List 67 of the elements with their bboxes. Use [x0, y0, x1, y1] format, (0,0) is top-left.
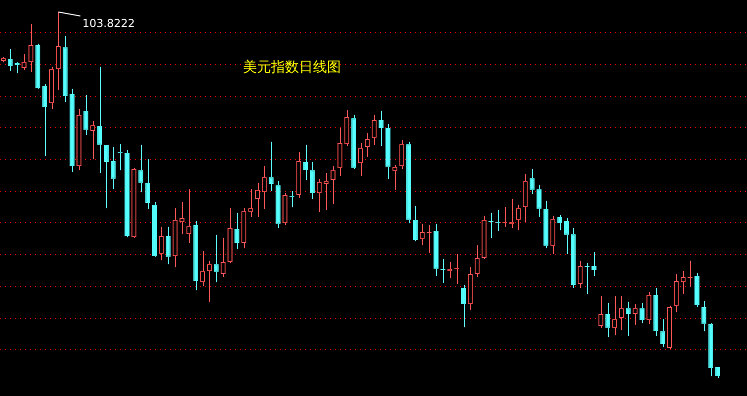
candlestick — [598, 296, 604, 328]
candlestick — [200, 250, 206, 287]
candlestick — [522, 174, 528, 223]
candlestick — [316, 178, 322, 212]
candlestick — [392, 164, 398, 190]
candlestick — [605, 302, 610, 338]
candlestick — [618, 296, 624, 331]
candlestick — [674, 274, 679, 313]
candlestick — [83, 94, 88, 136]
candlestick — [536, 184, 542, 218]
candlestick — [482, 215, 487, 260]
annotation: 103.8222 — [82, 16, 135, 30]
candlestick — [282, 192, 288, 226]
candlestick — [296, 152, 302, 198]
candlestick — [158, 226, 164, 261]
candlestick — [276, 180, 281, 228]
candlestick — [70, 88, 75, 172]
candlestick — [646, 291, 652, 324]
candlestick — [543, 200, 548, 249]
candlestick — [145, 158, 150, 210]
candlestick — [708, 324, 714, 377]
candlestick — [434, 223, 439, 276]
candlestick — [248, 188, 254, 218]
candlestick — [234, 212, 240, 250]
candlestick — [56, 12, 61, 90]
candlestick — [337, 128, 342, 176]
candlestick — [468, 266, 473, 310]
candlestick — [715, 367, 720, 378]
candlestick — [564, 218, 569, 254]
candlestick — [42, 84, 48, 156]
candlestick — [214, 234, 219, 283]
candlestick — [220, 237, 226, 278]
candlestick — [330, 166, 336, 205]
candlestick — [152, 201, 157, 256]
candlestick — [97, 66, 102, 174]
candlestick — [262, 166, 267, 210]
candlestick — [358, 142, 363, 176]
candlestick — [104, 144, 109, 209]
candlestick — [310, 162, 315, 200]
candlestick — [626, 301, 631, 336]
candlestick — [28, 24, 34, 73]
candlestick — [131, 167, 136, 238]
candlestick — [640, 302, 645, 324]
candlestick — [412, 205, 418, 242]
text: 美元指数日线图 — [243, 60, 342, 76]
candlestick — [228, 208, 233, 264]
candlestick — [701, 300, 706, 332]
candlestick — [110, 146, 116, 190]
candlestick — [8, 48, 13, 72]
candlestick — [570, 227, 576, 288]
candlestick — [660, 318, 666, 348]
candlestick — [612, 296, 618, 336]
candlestick — [172, 208, 178, 268]
candlestick — [461, 284, 466, 328]
candlestick — [406, 141, 412, 224]
candlestick — [124, 149, 130, 238]
candlestick — [324, 172, 329, 211]
candlestick — [530, 168, 535, 194]
candlestick — [399, 140, 404, 170]
candlestick — [385, 123, 390, 180]
candlestick — [193, 220, 198, 291]
candlestick — [557, 214, 562, 231]
candlestick — [516, 204, 521, 231]
candlestick — [694, 272, 700, 308]
candlestick — [255, 182, 260, 218]
candlestick — [49, 66, 54, 110]
candlestick — [76, 108, 82, 171]
